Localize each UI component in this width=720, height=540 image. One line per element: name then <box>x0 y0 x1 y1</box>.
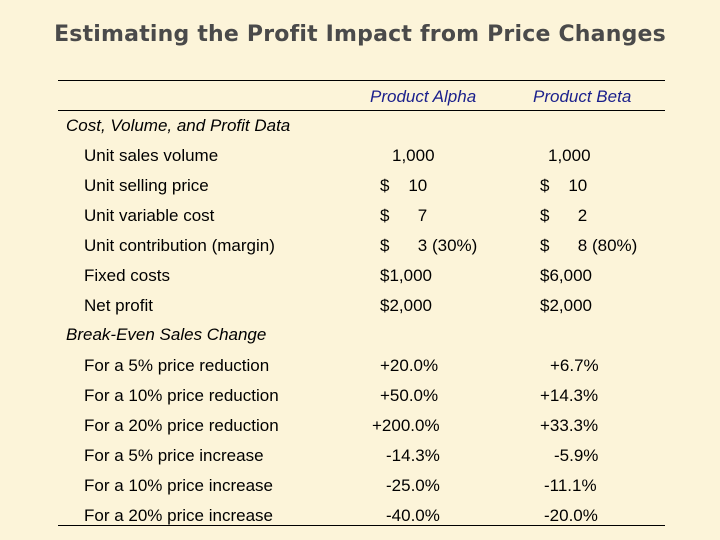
row-label: For a 10% price reduction <box>84 386 279 405</box>
cell-alpha: -25.0% <box>386 476 440 495</box>
cell-alpha: $1,000 <box>380 266 432 285</box>
row-label: For a 10% price increase <box>84 476 273 495</box>
cell-beta: $2,000 <box>540 296 592 315</box>
cell-beta: $ 8 (80%) <box>540 236 638 255</box>
cell-beta: -11.1% <box>544 476 597 495</box>
column-header-beta: Product Beta <box>533 87 632 106</box>
section-heading-breakeven: Break-Even Sales Change <box>66 325 267 344</box>
cell-alpha: $2,000 <box>380 296 432 315</box>
row-label: Net profit <box>84 296 153 315</box>
cell-alpha: +200.0% <box>372 416 440 435</box>
page-title: Estimating the Profit Impact from Price … <box>54 22 666 47</box>
cell-beta: $ 10 <box>540 176 588 195</box>
table-top-rule <box>58 80 665 81</box>
table-bottom-rule <box>58 525 665 526</box>
cell-alpha: +50.0% <box>380 386 439 405</box>
row-label: For a 5% price increase <box>84 446 264 465</box>
row-label: For a 20% price reduction <box>84 416 279 435</box>
cell-beta: +14.3% <box>540 386 599 405</box>
cell-beta: -20.0% <box>544 506 598 525</box>
cell-beta: -5.9% <box>554 446 599 465</box>
cell-beta: 1,000 <box>548 146 591 165</box>
cell-alpha: +20.0% <box>380 356 439 375</box>
cell-alpha: -40.0% <box>386 506 440 525</box>
row-label: Unit contribution (margin) <box>84 236 275 255</box>
cell-beta: $6,000 <box>540 266 592 285</box>
column-header-alpha: Product Alpha <box>370 87 477 106</box>
section-heading-cvp: Cost, Volume, and Profit Data <box>66 116 291 135</box>
cell-alpha: $ 7 <box>380 206 428 225</box>
cell-alpha: $ 10 <box>380 176 428 195</box>
row-label: Unit variable cost <box>84 206 215 225</box>
header-rule <box>58 110 665 111</box>
row-label: For a 5% price reduction <box>84 356 270 375</box>
cell-beta: +6.7% <box>550 356 599 375</box>
cell-beta: +33.3% <box>540 416 599 435</box>
cell-alpha: 1,000 <box>392 146 435 165</box>
row-label: Unit selling price <box>84 176 209 195</box>
cell-beta: $ 2 <box>540 206 588 225</box>
row-label: Fixed costs <box>84 266 170 285</box>
cell-alpha: $ 3 (30%) <box>380 236 478 255</box>
row-label: Unit sales volume <box>84 146 219 165</box>
cell-alpha: -14.3% <box>386 446 440 465</box>
row-label: For a 20% price increase <box>84 506 273 525</box>
